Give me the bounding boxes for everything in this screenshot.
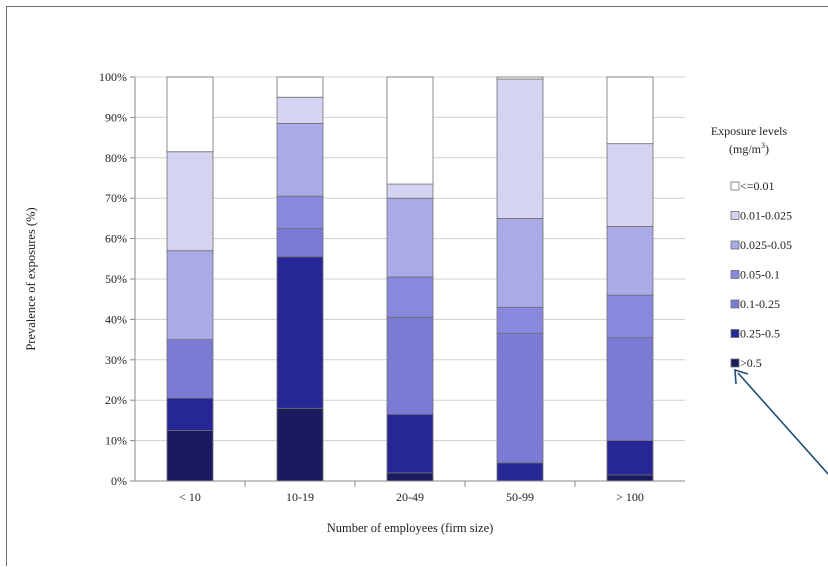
bar-segment [496,306,544,334]
bar-segment [386,472,434,482]
bar-segment [166,250,214,340]
legend-label: <=0.01 [740,179,775,193]
x-axis-title: Number of employees (firm size) [327,521,494,535]
bar-segment [166,151,214,252]
legend: Exposure levels (mg/m3) <=0.01 0.01-0.025… [711,124,792,370]
y-tick-label: 70% [105,191,127,205]
y-tick-label: 60% [105,232,127,246]
bar-segment [386,183,434,199]
x-tick-label: < 10 [179,490,201,504]
bar-segment [386,197,434,278]
bar-segment [166,430,214,482]
legend-title-line2: (mg/m3) [729,141,769,156]
bar-segment [496,333,544,464]
bars [166,76,654,482]
legend-label: 0.01-0.025 [740,209,792,223]
legend-swatch [730,329,740,338]
legend-swatch [730,181,740,191]
bar-segment [496,76,544,80]
annotation-arrow [734,368,828,476]
x-tick-labels: < 10 10-19 20-49 50-99 > 100 [179,490,644,504]
bar-segment [606,294,654,338]
legend-label: 0.025-0.05 [740,238,792,252]
bar-segment [276,407,324,482]
x-tick-label: 10-19 [286,490,314,504]
bar-segment [386,276,434,318]
bar-segment [276,123,324,197]
legend-items: <=0.01 0.01-0.025 0.025-0.05 0.05-0.1 0.1-0.… [730,179,792,370]
legend-swatch [730,299,740,309]
legend-label: 0.05-0.1 [740,268,780,282]
y-tick-label: 100% [99,70,127,84]
bar-segment [276,96,324,124]
y-tick-labels: 0% 10% 20% 30% 40% 50% 60% 70% 80% 90% 100% [99,70,127,488]
bar-segment [166,397,214,431]
bar-segment [606,440,654,476]
legend-label: >0.5 [740,356,762,370]
legend-swatch [730,270,740,279]
bar-segment [606,76,654,145]
legend-swatch [730,240,740,250]
stacked-bar-chart: 0% 10% 20% 30% 40% 50% 60% 70% 80% 90% 100% < 10 10… [24,70,828,535]
bar-segment [606,143,654,227]
bar-segment [166,339,214,399]
bar-segment [496,462,544,482]
x-tick-label: 50-99 [506,490,534,504]
bar-segment [606,474,654,482]
bar-segment [276,195,324,229]
y-tick-label: 40% [105,312,127,326]
chart-frame: 0% 10% 20% 30% 40% 50% 60% 70% 80% 90% 100% < 10 10… [6,6,828,566]
y-axis-title: Prevalence of exposures (%) [24,207,38,350]
y-tick-label: 30% [105,353,127,367]
bar-segment [386,413,434,474]
legend-swatch [730,358,740,368]
bar-segment [496,78,544,219]
y-tick-label: 50% [105,272,127,286]
y-tick-label: 20% [105,393,127,407]
bar-segment [496,217,544,308]
bar-segment [386,316,434,415]
bar-segment [276,228,324,258]
y-tick-label: 80% [105,151,127,165]
bar-segment [386,76,434,185]
x-tick-label: 20-49 [396,490,424,504]
legend-swatch [730,211,740,220]
x-tick-label: > 100 [616,490,644,504]
bar-segment [166,76,214,153]
bar-segment [606,337,654,441]
y-tick-label: 10% [105,434,127,448]
legend-label: 0.25-0.5 [740,327,780,341]
legend-label: 0.1-0.25 [740,297,780,311]
bar-segment [276,76,324,98]
y-tick-label: 0% [111,474,127,488]
y-tick-label: 90% [105,110,127,124]
bar-segment [606,226,654,296]
legend-title-line1: Exposure levels [711,124,788,138]
bar-segment [276,256,324,409]
